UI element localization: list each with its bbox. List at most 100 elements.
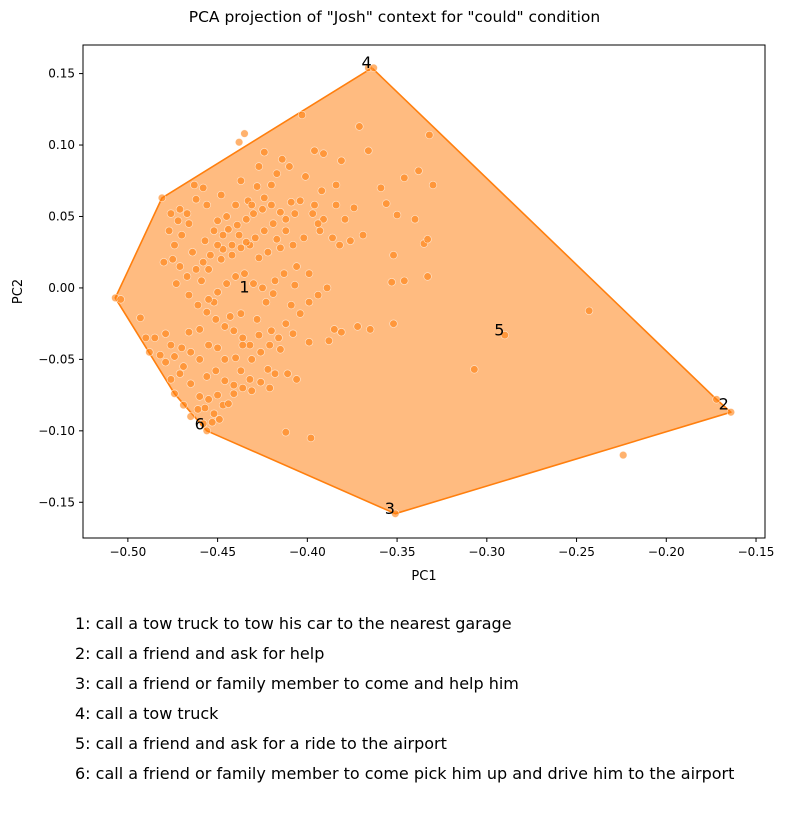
data-point xyxy=(192,265,201,274)
data-point xyxy=(227,251,237,260)
data-point xyxy=(183,209,192,218)
data-point xyxy=(209,409,219,418)
data-point xyxy=(355,122,364,131)
data-point xyxy=(369,63,378,72)
data-point xyxy=(584,306,594,315)
data-point xyxy=(260,148,269,157)
data-point xyxy=(231,200,240,210)
data-point xyxy=(253,182,262,191)
data-point xyxy=(332,180,341,190)
data-point xyxy=(238,383,247,393)
data-point xyxy=(281,226,290,235)
point-label-3: 3 xyxy=(385,499,395,518)
data-point xyxy=(192,195,201,204)
data-point xyxy=(179,401,188,410)
data-point xyxy=(393,210,402,220)
data-point xyxy=(410,215,420,224)
data-point xyxy=(337,328,346,337)
data-point xyxy=(400,276,409,285)
data-point xyxy=(170,389,179,398)
data-point xyxy=(346,236,355,245)
data-point xyxy=(213,288,222,297)
data-point xyxy=(215,415,224,424)
y-axis: −0.15 −0.10 −0.05 0.00 0.05 0.10 0.15 xyxy=(38,67,83,509)
data-point xyxy=(279,269,289,278)
data-point xyxy=(335,241,344,250)
data-point xyxy=(209,226,219,235)
data-point xyxy=(324,336,334,345)
data-point xyxy=(256,378,265,387)
data-point xyxy=(389,251,398,260)
data-point xyxy=(270,276,280,285)
data-point xyxy=(204,265,213,274)
x-tick-label: −0.40 xyxy=(289,545,326,559)
data-point xyxy=(197,276,206,285)
data-point xyxy=(310,200,319,210)
x-tick-label: −0.25 xyxy=(558,545,595,559)
data-point xyxy=(619,451,628,460)
data-point xyxy=(276,345,285,354)
data-point xyxy=(186,412,195,421)
data-point xyxy=(208,418,217,427)
data-point xyxy=(288,329,298,338)
point-label-2: 2 xyxy=(719,395,729,414)
data-point xyxy=(188,248,197,257)
data-point xyxy=(195,355,204,364)
data-point xyxy=(330,325,339,334)
data-point xyxy=(258,205,267,214)
data-point xyxy=(202,308,211,317)
data-point xyxy=(136,313,145,323)
labels-layer: 1 2 3 4 5 6 xyxy=(195,53,729,518)
data-point xyxy=(190,180,199,190)
data-point xyxy=(245,375,254,384)
point-label-6: 6 xyxy=(195,415,205,434)
data-point xyxy=(213,216,222,225)
data-point xyxy=(288,241,298,250)
legend-item-4: 4: call a tow truck xyxy=(75,704,219,723)
data-point xyxy=(184,328,193,337)
data-point xyxy=(229,326,238,335)
data-point xyxy=(254,253,263,262)
data-point xyxy=(193,301,202,310)
data-point xyxy=(254,162,263,171)
data-point xyxy=(314,219,323,228)
data-point xyxy=(249,209,258,218)
chart-title: PCA projection of "Josh" context for "co… xyxy=(188,8,601,26)
data-point xyxy=(263,248,273,257)
data-point xyxy=(267,200,276,210)
data-point xyxy=(213,343,222,353)
x-tick-label: −0.20 xyxy=(648,545,685,559)
data-point xyxy=(166,375,175,384)
data-point xyxy=(253,315,262,324)
data-point xyxy=(285,162,294,171)
data-point xyxy=(272,235,281,244)
data-point xyxy=(308,209,317,218)
y-tick-label: 0.10 xyxy=(48,138,75,152)
data-point xyxy=(267,326,276,335)
data-point xyxy=(231,272,240,281)
data-point xyxy=(193,405,202,414)
y-axis-label: PC2 xyxy=(11,279,26,304)
data-point xyxy=(177,343,186,353)
data-point xyxy=(222,212,231,221)
data-point xyxy=(226,312,235,321)
data-point xyxy=(391,509,400,518)
data-point xyxy=(276,208,285,217)
legend-item-6: 6: call a friend or family member to com… xyxy=(75,764,735,783)
data-point xyxy=(389,319,398,328)
data-point xyxy=(172,279,181,288)
data-point xyxy=(145,348,154,357)
data-point xyxy=(236,243,245,252)
data-point xyxy=(376,183,386,192)
data-point xyxy=(202,200,211,210)
convex-hull xyxy=(114,67,732,515)
x-tick-label: −0.35 xyxy=(379,545,416,559)
data-point xyxy=(183,272,192,281)
data-point xyxy=(240,129,249,138)
data-point xyxy=(236,176,245,185)
data-point xyxy=(227,241,237,250)
data-point xyxy=(262,298,271,307)
data-point xyxy=(323,283,332,293)
data-point xyxy=(231,353,240,363)
